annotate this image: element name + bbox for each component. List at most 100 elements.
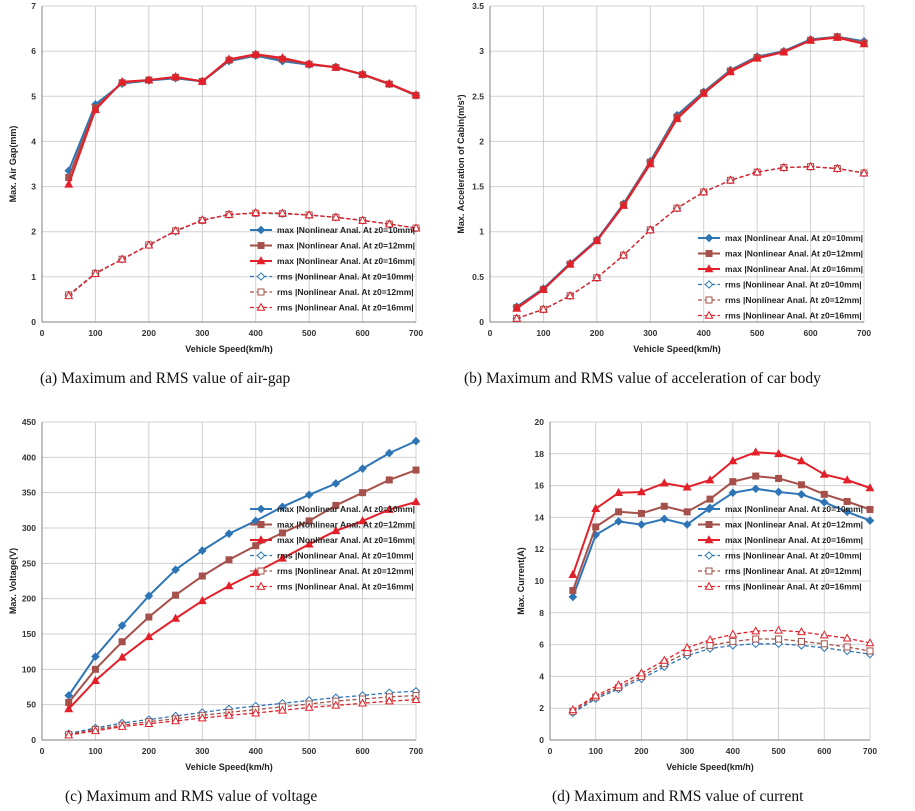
data-point [636,668,646,677]
data-point [278,502,287,512]
y-tick-label: 6 [31,46,36,56]
data-point [779,162,789,171]
data-point [615,508,623,516]
data-point [568,704,578,714]
data-point [117,621,127,630]
data-point [224,209,234,218]
y-tick-label: 0.5 [472,272,484,282]
data-point [64,290,74,300]
data-point [614,680,624,689]
data-point [277,705,287,714]
legend-marker [257,288,265,296]
data-point [752,635,760,643]
series-line-5 [68,212,417,297]
data-point [752,167,762,176]
legend-marker [256,551,266,560]
data-point [565,259,575,268]
data-point [224,710,234,719]
series-line-3 [572,643,871,714]
data-point [659,478,669,487]
data-point [699,187,709,196]
data-point [797,481,805,489]
x-tick-label: 100 [589,746,603,756]
legend: max |Nonlinear Anal. At z0=10mm| max |Non… [250,225,415,313]
data-point [384,448,394,458]
legend-label: rms |Nonlinear Anal. At z0=16mm| [725,582,862,592]
legend: max |Nonlinear Anal. At z0=10mm| max |Non… [698,233,863,321]
series-line-4 [572,638,871,712]
data-point [660,502,668,510]
legend-marker [704,264,714,273]
data-point [591,690,601,699]
data-point [859,39,869,48]
x-tick-label: 500 [302,746,316,756]
data-point [728,488,738,498]
caption-d: (d) Maximum and RMS value of current [552,788,804,805]
legend: max |Nonlinear Anal. At z0=10mm| max |Non… [250,504,415,592]
x-tick-label: 300 [680,746,694,756]
x-tick-label: 200 [142,746,156,756]
legend-marker [256,256,266,265]
x-tick-label: 600 [355,328,369,338]
data-point [91,665,99,673]
legend-label: max |Nonlinear Anal. At z0=16mm| [277,256,415,266]
series-line-2 [516,36,865,310]
data-point [144,240,154,249]
x-tick-label: 0 [40,746,45,756]
data-point [144,591,154,601]
data-point [252,542,260,550]
legend-marker [256,272,266,281]
data-point [682,642,692,652]
data-point [331,525,341,535]
y-tick-label: 4 [31,136,36,146]
data-point [614,487,624,497]
legend-label: rms |Nonlinear Anal. At z0=12mm| [725,295,862,305]
data-point [820,490,828,498]
data-point [866,647,874,655]
data-point [592,272,602,282]
series-line-1 [67,469,417,704]
y-tick-label: 150 [22,629,36,639]
data-point [865,516,875,525]
y-tick-label: 0 [539,735,544,745]
data-point [198,572,206,580]
caption-c: (c) Maximum and RMS value of voltage [65,788,318,805]
data-point [592,523,600,531]
data-point [682,520,692,529]
x-tick-label: 300 [195,328,209,338]
data-point [832,32,842,41]
y-tick-label: 250 [22,558,36,568]
data-point [64,704,74,713]
y-tick-label: 12 [535,544,545,554]
data-point [512,313,522,322]
y-axis-title: Max. Air Gap(mm) [8,126,18,203]
data-point [331,479,341,488]
y-tick-label: 1.5 [472,182,484,192]
data-point [144,75,154,84]
data-point [91,652,100,661]
legend-label: rms |Nonlinear Anal. At z0=16mm| [725,311,862,321]
data-point [224,54,234,63]
data-point [305,517,313,525]
caption-a: (a) Maximum and RMS value of air-gap [40,370,291,387]
data-point [411,694,421,704]
x-tick-label: 0 [40,328,45,338]
legend-marker [704,581,714,590]
x-tick-label: 500 [750,328,764,338]
series-line-1 [571,475,871,591]
data-point [331,212,341,221]
x-tick-label: 700 [409,328,423,338]
legend-marker [705,521,713,528]
data-point [725,67,735,76]
legend-label: rms |Nonlinear Anal. At z0=16mm| [277,582,414,592]
y-tick-label: 2 [539,703,544,713]
legend-marker [257,521,265,528]
series-line-5 [516,166,865,320]
data-point [171,72,181,81]
data-point [725,175,735,184]
data-point [197,546,207,555]
legend-marker [256,225,266,235]
data-point [820,640,828,648]
x-tick-label: 0 [548,746,553,756]
legend-label: max |Nonlinear Anal. At z0=10mm| [725,504,863,514]
